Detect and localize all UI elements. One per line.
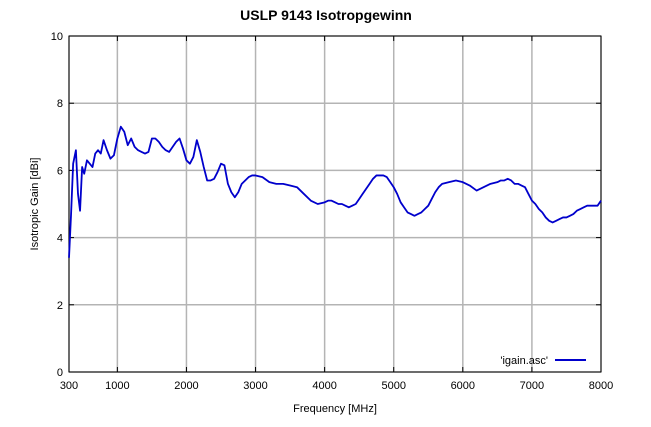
x-tick-label: 1000	[105, 380, 129, 392]
plot-frame	[68, 35, 602, 373]
x-tick-label: 3000	[243, 380, 267, 392]
x-tick-label: 5000	[381, 380, 405, 392]
x-tick-label: 6000	[451, 380, 475, 392]
y-tick-label: 6	[57, 165, 63, 177]
y-tick-label: 2	[57, 300, 63, 312]
series-line	[68, 125, 602, 258]
legend: 'igain.asc'	[500, 355, 586, 367]
chart-title: USLP 9143 Isotropgewinn	[240, 7, 412, 23]
x-tick-label: 2000	[174, 380, 198, 392]
y-tick-label: 0	[57, 367, 63, 379]
axis-ticks: 300 1000 2000 3000 4000 5000 6000 7000 8000 0 2 4 6 8…	[51, 31, 613, 392]
y-tick-label: 4	[57, 233, 63, 245]
series-layer	[68, 125, 602, 258]
y-axis-label: Isotropic Gain [dBi]	[29, 158, 41, 251]
x-tick-label: 4000	[312, 380, 336, 392]
x-tick-label: 300	[60, 380, 78, 392]
legend-label: 'igain.asc'	[500, 355, 548, 367]
y-tick-label: 8	[57, 98, 63, 110]
y-tick-label: 10	[51, 31, 63, 43]
x-tick-label: 7000	[520, 380, 544, 392]
grid-lines	[68, 35, 602, 373]
x-tick-label: 8000	[589, 380, 613, 392]
x-axis-label: Frequency [MHz]	[293, 403, 377, 415]
